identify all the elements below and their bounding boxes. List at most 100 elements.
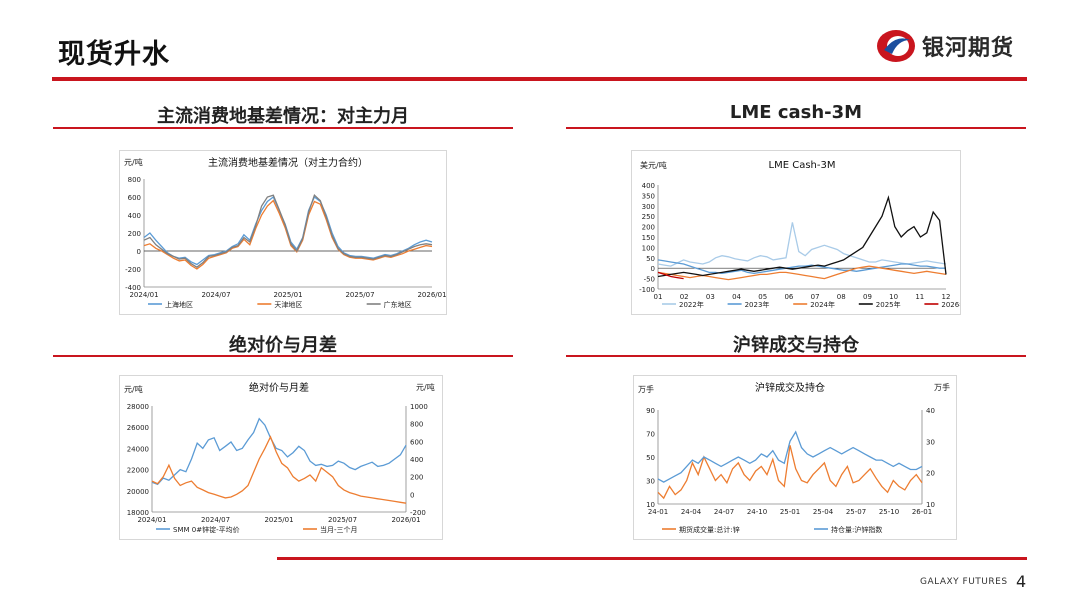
y-tick-label-right: 1000: [410, 403, 428, 411]
y-tick-label: 0: [137, 248, 141, 256]
chart-basis-svg: 主流消费地基差情况（对主力合约） 元/吨 800 600 400 200 0 -200 -400…: [124, 156, 446, 309]
x-tick-label: 08: [837, 293, 846, 301]
y-axis-unit: 万手: [638, 384, 654, 394]
section-title-basis: 主流消费地基差情况：对主力月: [157, 106, 409, 127]
y-tick-label: 300: [642, 203, 655, 211]
y-tick-label: 22000: [127, 467, 149, 475]
section-divider: [53, 127, 513, 129]
section-title-price-spread: 绝对价与月差: [229, 335, 337, 356]
y-tick-label: 50: [646, 255, 655, 263]
x-tick-label: 2024/01: [129, 291, 158, 299]
legend-label: 2023年: [745, 300, 770, 309]
footer-divider: [277, 557, 1027, 560]
x-tick-label: 05: [758, 293, 767, 301]
x-tick-label: 24-04: [681, 508, 702, 516]
y-tick-label: 10: [646, 501, 655, 509]
y-axis-unit: 元/吨: [124, 157, 143, 167]
x-tick-label: 06: [784, 293, 793, 301]
y-tick-label: 200: [128, 230, 141, 238]
chart-title: 沪锌成交及持仓: [755, 381, 825, 394]
series-line-1: [143, 195, 433, 266]
page-number: 4: [1016, 572, 1027, 591]
x-tick-label: 24-10: [747, 508, 767, 516]
y-tick-label-right: 10: [926, 501, 935, 509]
y-tick-label: 150: [642, 234, 655, 242]
page-title: 现货升水: [58, 39, 170, 70]
chart-title: LME Cash-3M: [769, 160, 836, 171]
y-tick-label: 600: [128, 194, 141, 202]
section-divider: [53, 355, 513, 357]
x-tick-label: 03: [706, 293, 715, 301]
y-tick-label-right: 30: [926, 438, 935, 446]
legend-label: 广东地区: [384, 300, 412, 309]
legend-label: 2024年: [810, 300, 835, 309]
galaxy-logo-icon: [877, 30, 915, 62]
chart-lme: LME Cash-3M 美元/吨 400 350 300 250 200 150 100 50 0 -…: [631, 150, 961, 315]
x-tick-label: 2025/07: [345, 291, 374, 299]
y-tick-label: 800: [128, 176, 141, 184]
chart-title: 主流消费地基差情况（对主力合约）: [208, 156, 368, 169]
x-tick-label: 25-04: [813, 508, 834, 516]
x-tick-label: 02: [680, 293, 689, 301]
y-tick-label: 26000: [127, 424, 149, 432]
y-tick-label-right: 600: [410, 438, 423, 446]
header-divider: [52, 77, 1027, 81]
x-tick-label: 2025/07: [328, 516, 357, 524]
chart-lme-svg: LME Cash-3M 美元/吨 400 350 300 250 200 150 100 50 0 -…: [639, 160, 960, 309]
x-tick-label: 26-01: [912, 508, 932, 516]
x-tick-label: 11: [915, 293, 924, 301]
footer-brand: GALAXY FUTURES: [920, 577, 1008, 587]
series-line-2: [657, 430, 923, 483]
x-tick-label: 10: [889, 293, 898, 301]
y-tick-label: -200: [125, 266, 141, 274]
y-axis-unit: 美元/吨: [640, 160, 667, 170]
y-axis-unit: 元/吨: [124, 384, 143, 394]
x-tick-label: 04: [732, 293, 741, 301]
section-title-lme: LME cash-3M: [729, 102, 863, 123]
chart-basis: 主流消费地基差情况（对主力合约） 元/吨 800 600 400 200 0 -200 -400…: [119, 150, 447, 315]
y-tick-label: 350: [642, 192, 655, 200]
series-line-2: [657, 259, 946, 275]
y-tick-label: 70: [646, 431, 655, 439]
y-tick-label: 90: [646, 407, 655, 415]
section-divider: [566, 127, 1026, 129]
series-line-5: [657, 271, 684, 280]
company-logo: 银河期货: [876, 28, 1014, 64]
series-line-3: [657, 265, 947, 281]
series-line-1: [657, 222, 947, 267]
legend-label: 2022年: [679, 300, 704, 309]
series-line-3: [143, 194, 433, 268]
x-tick-label: 24-07: [714, 508, 734, 516]
x-tick-label: 2024/07: [201, 516, 230, 524]
y-tick-label-right: 800: [410, 421, 423, 429]
x-tick-label: 2024/01: [137, 516, 166, 524]
y-tick-label: 400: [642, 182, 655, 190]
x-tick-label: 2025/01: [264, 516, 293, 524]
y-tick-label: -50: [644, 276, 655, 284]
series-line-4: [657, 195, 947, 278]
x-tick-label: 25-10: [879, 508, 899, 516]
legend-label: 2026年: [941, 300, 960, 309]
legend-label: 当月-三个月: [320, 525, 358, 534]
y-tick-label: -100: [639, 286, 655, 294]
y-tick-label-right: -200: [410, 509, 426, 517]
legend-label: 期货成交量:总计:锌: [679, 525, 740, 534]
y-axis-unit-right: 万手: [934, 382, 950, 392]
legend-label: 2025年: [876, 300, 901, 309]
legend-label: 上海地区: [165, 300, 193, 309]
x-tick-label: 07: [811, 293, 820, 301]
y-tick-label: 250: [642, 213, 655, 221]
x-tick-label: 2026/01: [391, 516, 420, 524]
series-line-2: [143, 199, 433, 270]
y-tick-label: 0: [651, 265, 655, 273]
y-tick-label: 30: [646, 478, 655, 486]
y-tick-label: 200: [642, 224, 655, 232]
y-tick-label: 100: [642, 244, 655, 252]
legend-label: 持仓量:沪锌指数: [831, 525, 882, 534]
x-tick-label: 12: [942, 293, 951, 301]
y-tick-label: -400: [125, 284, 141, 292]
x-tick-label: 2025/01: [273, 291, 302, 299]
section-divider: [566, 355, 1026, 357]
series-line-1: [151, 417, 407, 486]
